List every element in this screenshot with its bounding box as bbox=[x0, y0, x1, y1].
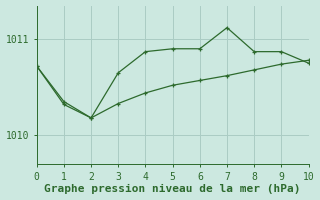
X-axis label: Graphe pression niveau de la mer (hPa): Graphe pression niveau de la mer (hPa) bbox=[44, 184, 301, 194]
